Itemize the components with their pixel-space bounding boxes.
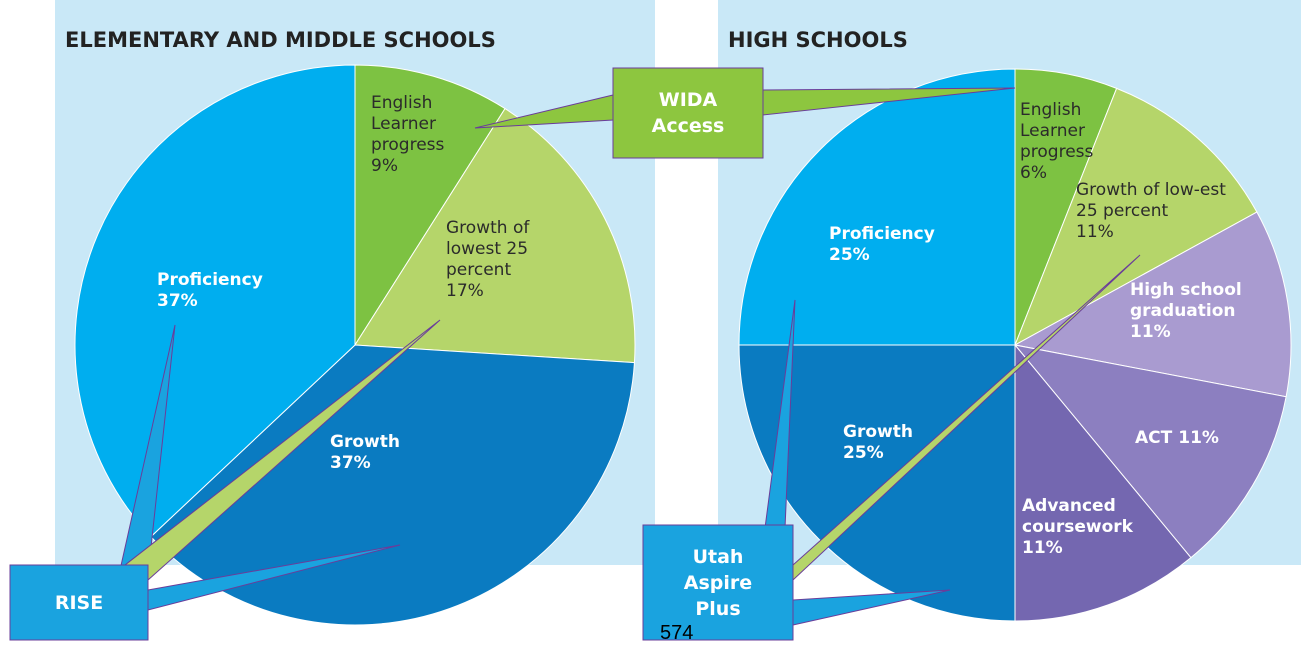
slice-label: Growth of lowest 25 percent 17% [446,218,586,302]
pie-slice [1014,87,1258,347]
slice-name: Advanced coursework [1022,496,1133,537]
slice-label: Growth of low-est 25 percent 11% [1076,180,1226,243]
slice-name: High school graduation [1130,280,1242,321]
slice-label: English Learner progress 6% [1020,100,1110,184]
slice-label: Proficiency 37% [157,270,277,312]
slice-name: Proficiency [157,270,263,290]
slice-value: 25% [829,245,870,265]
slice-value: 6% [1020,163,1047,183]
callout-box [9,564,149,641]
slice-value: 11% [1178,428,1219,448]
slice-value: 11% [1130,322,1171,342]
slice-value: 37% [157,291,198,311]
callout-box [612,67,764,159]
chart-title: HIGH SCHOOLS [728,28,908,52]
slice-label: ACT 11% [1135,428,1255,449]
slice-value: 37% [330,453,371,473]
slice-value: 25% [843,443,884,463]
slice-name: Growth of lowest 25 percent [446,218,530,280]
callout-box [642,524,794,641]
slice-value: 11% [1022,538,1063,558]
pie-slice [354,64,506,347]
slice-name: Growth [843,422,913,442]
chart-title: ELEMENTARY AND MIDDLE SCHOOLS [65,28,496,52]
callout-label: RISE [54,591,104,614]
slice-value: 17% [446,281,484,301]
slice-value: 9% [371,156,398,176]
pie-slice [738,68,1016,346]
slice-label: Growth 37% [330,432,440,474]
pie-slice [1014,343,1192,622]
slice-label: English Learner progress 9% [371,93,491,177]
callout-label: WIDA Access [651,89,725,137]
slice-name: Proficiency [829,224,935,244]
slice-label: High school graduation 11% [1130,280,1270,343]
slice-name: ACT [1135,428,1173,448]
pie-slice [1013,211,1292,398]
slice-name: Growth [330,432,400,452]
slice-value: 11% [1076,222,1114,242]
callout-pointer [792,589,951,626]
pie-slice [354,107,636,364]
slice-name: English Learner progress [371,93,445,155]
slice-label: Proficiency 25% [829,224,939,266]
pie-slice [738,344,1016,622]
callout-label: Utah Aspire Plus [683,545,753,620]
page-number: 574 [660,622,694,644]
pie-slice [1013,344,1287,559]
pie-slice [74,64,356,538]
slice-name: Growth of low-est 25 percent [1076,180,1226,221]
slice-label: Advanced coursework 11% [1022,496,1162,559]
slice-name: English Learner progress [1020,100,1094,162]
slice-label: Growth 25% [843,422,933,464]
